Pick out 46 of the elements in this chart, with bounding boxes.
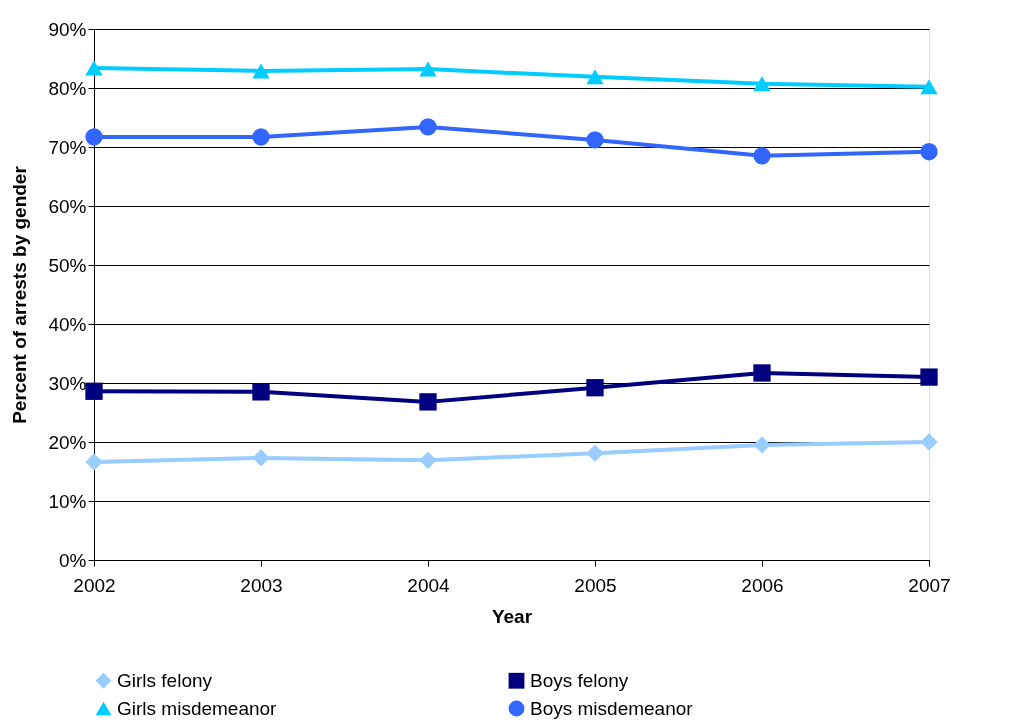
y-tick-label: 80%	[48, 77, 87, 99]
y-tick-label: 70%	[48, 136, 87, 158]
point	[920, 143, 938, 161]
point	[586, 444, 604, 462]
x-tick-label: 2003	[240, 574, 283, 596]
point	[419, 61, 437, 77]
point	[920, 368, 938, 386]
point	[419, 118, 437, 136]
y-tick-label: 40%	[48, 313, 87, 335]
y-tick-label: 20%	[48, 431, 87, 453]
y-axis-title: Percent of arrests by gender	[9, 165, 31, 424]
point	[85, 453, 103, 471]
point	[586, 379, 604, 397]
x-axis-title: Year	[491, 605, 533, 627]
y-tick-label: 60%	[48, 195, 87, 217]
point	[920, 79, 938, 95]
point	[920, 433, 938, 451]
x-tick-label: 2004	[407, 574, 451, 596]
point	[753, 76, 771, 92]
point	[252, 383, 270, 401]
point	[252, 449, 270, 467]
point	[252, 128, 270, 146]
point	[85, 382, 103, 400]
point	[753, 147, 771, 165]
y-tick-label: 30%	[48, 372, 87, 394]
point	[753, 364, 771, 382]
legend-label: Girls felony	[117, 669, 213, 691]
x-tick-label: 2005	[574, 574, 617, 596]
point	[586, 131, 604, 149]
point	[85, 128, 103, 146]
point	[85, 60, 103, 76]
point	[753, 436, 771, 454]
y-tick-label: 50%	[48, 254, 87, 276]
x-tick-label: 2007	[908, 574, 951, 596]
legend-label: Boys felony	[530, 669, 629, 691]
point	[586, 69, 604, 85]
x-tick-label: 2002	[73, 574, 116, 596]
legend-label: Boys misdemeanor	[530, 697, 694, 719]
y-tick-label: 10%	[48, 490, 87, 512]
x-tick-label: 2006	[741, 574, 784, 596]
point	[419, 393, 437, 411]
point	[419, 451, 437, 469]
y-tick-label: 90%	[48, 18, 87, 40]
point	[252, 63, 270, 79]
legend-label: Girls misdemeanor	[117, 697, 278, 719]
y-tick-label: 0%	[59, 549, 87, 571]
